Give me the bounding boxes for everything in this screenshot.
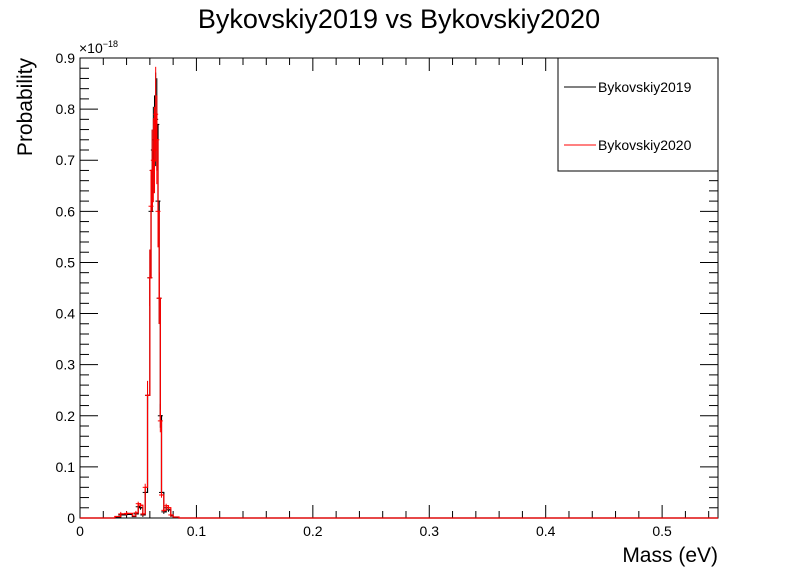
x-tick-label: 0.1 <box>187 523 207 539</box>
y-tick-label: 0.7 <box>56 152 76 168</box>
x-tick-label: 0 <box>76 523 84 539</box>
y-tick-label: 0.9 <box>56 50 76 66</box>
x-axis-tick-labels: 0 0.1 0.2 0.3 0.4 0.5 <box>76 523 672 539</box>
x-tick-label: 0.5 <box>652 523 672 539</box>
y-axis-exponent-power: −18 <box>103 39 118 49</box>
y-tick-label: 0.8 <box>56 101 76 117</box>
y-tick-label: 0.3 <box>56 357 76 373</box>
legend-label-bykovskiy2020: Bykovskiy2020 <box>598 137 692 153</box>
y-axis-tick-labels: 0 0.1 0.2 0.3 0.4 0.5 0.6 0.7 0.8 0.9 <box>56 50 76 526</box>
legend: Bykovskiy2019 Bykovskiy2020 <box>557 57 719 172</box>
y-tick-label: 0.6 <box>56 203 76 219</box>
y-tick-label: 0.5 <box>56 254 76 270</box>
y-tick-label: 0 <box>67 510 75 526</box>
legend-box <box>557 57 719 172</box>
chart-title: Bykovskiy2019 vs Bykovskiy2020 <box>198 4 600 34</box>
y-tick-label: 0.2 <box>56 408 76 424</box>
y-axis-exponent: ×10−18 <box>79 39 118 56</box>
series-layer <box>80 66 718 519</box>
y-tick-label: 0.4 <box>56 306 76 322</box>
y-axis-exponent-base: ×10 <box>79 40 103 56</box>
legend-label-bykovskiy2019: Bykovskiy2019 <box>598 79 692 95</box>
y-axis-title: Probability <box>14 58 37 157</box>
y-tick-label: 0.1 <box>56 459 76 475</box>
x-tick-label: 0.2 <box>303 523 323 539</box>
x-axis-title: Mass (eV) <box>622 544 718 567</box>
x-tick-label: 0.3 <box>420 523 440 539</box>
x-tick-label: 0.4 <box>536 523 556 539</box>
